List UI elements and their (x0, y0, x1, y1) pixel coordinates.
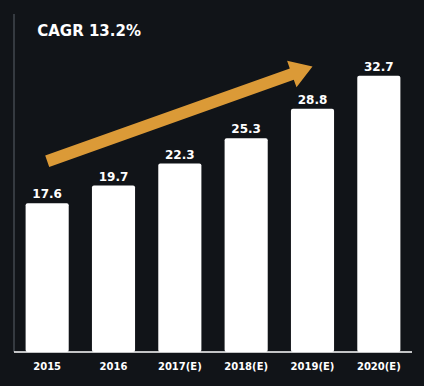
background (0, 0, 424, 386)
x-tick-label: 2016 (100, 361, 128, 372)
x-tick-label: 2018(E) (224, 361, 268, 372)
data-label: 19.7 (99, 170, 129, 184)
x-axis-line (14, 351, 412, 353)
x-tick-label: 2017(E) (158, 361, 202, 372)
data-label: 28.8 (298, 93, 328, 107)
chart-container: 17.6 19.7 22.3 25.3 28.8 32.7 2015 2016 2017(E) 2… (0, 0, 424, 386)
data-label: 25.3 (231, 122, 261, 136)
growth-arrow (45, 61, 312, 167)
bars (26, 76, 401, 352)
x-tick-label: 2019(E) (291, 361, 335, 372)
annotation: CAGR 13.2% (37, 22, 141, 40)
bar (291, 109, 334, 352)
data-label: 32.7 (364, 60, 394, 74)
bar (158, 164, 201, 352)
data-label: 17.6 (32, 187, 62, 201)
x-tick-label: 2015 (33, 361, 61, 372)
bar (225, 138, 268, 352)
y-axis-line (14, 14, 15, 352)
bar (26, 203, 69, 352)
chart-svg: 17.6 19.7 22.3 25.3 28.8 32.7 2015 2016 2017(E) 2… (0, 0, 424, 386)
bar (92, 186, 135, 352)
data-label: 22.3 (165, 148, 195, 162)
bar (357, 76, 400, 352)
x-tick-label: 2020(E) (357, 361, 401, 372)
